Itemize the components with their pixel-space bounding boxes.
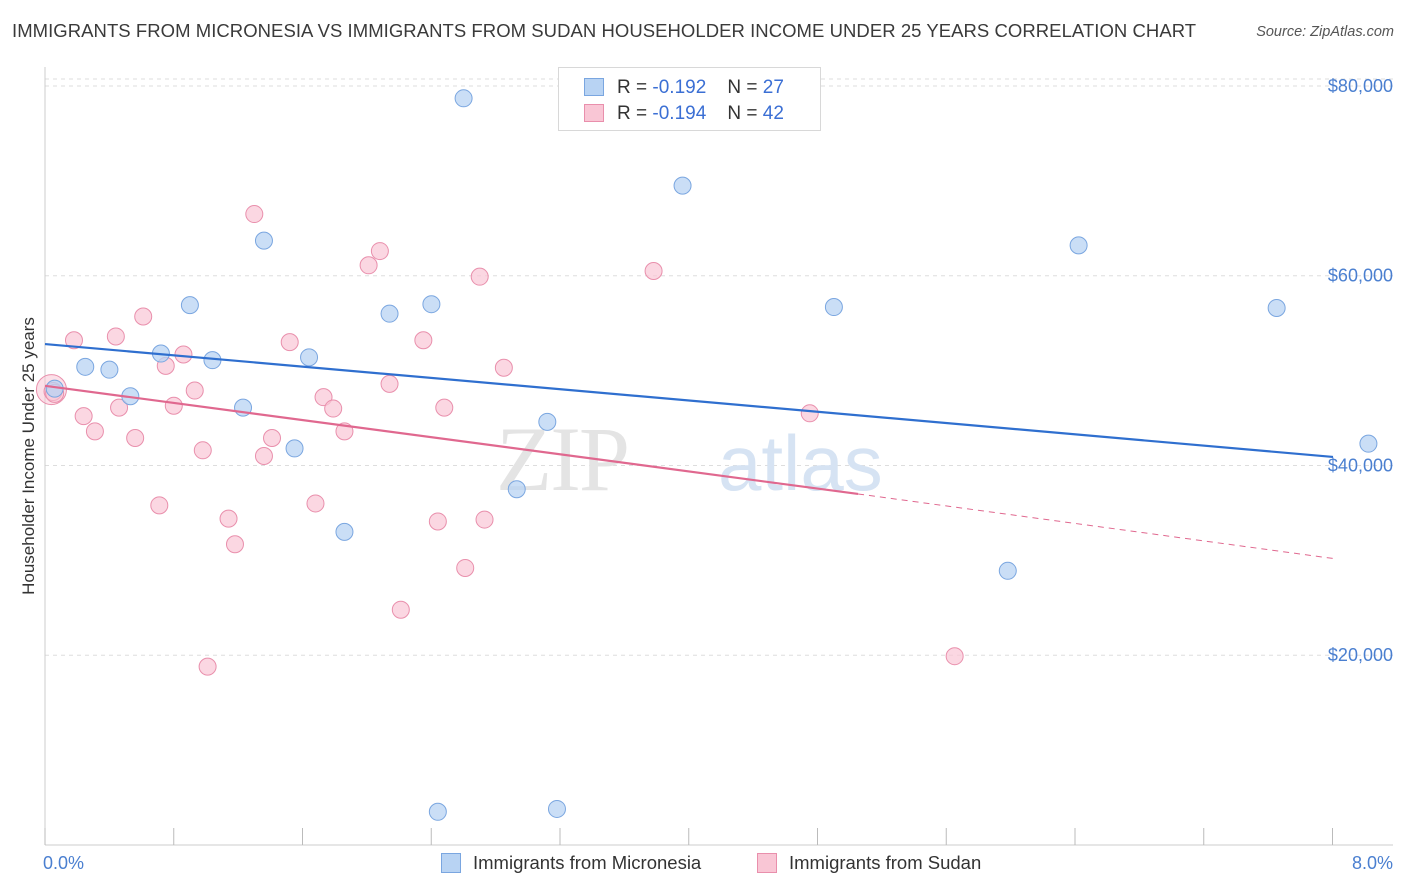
legend-swatch-micronesia bbox=[584, 78, 604, 96]
micronesia-point bbox=[1069, 236, 1088, 255]
micronesia-point bbox=[454, 89, 473, 108]
sudan-point bbox=[263, 428, 282, 447]
micronesia-point bbox=[428, 802, 447, 821]
sudan-point bbox=[185, 381, 204, 400]
micronesia-trendline bbox=[44, 342, 1334, 459]
sudan-point bbox=[164, 396, 183, 415]
trendlines bbox=[44, 342, 1334, 559]
sudan-point bbox=[475, 510, 494, 529]
sudan-point bbox=[150, 496, 169, 515]
legend-n-label: N = bbox=[727, 77, 758, 98]
sudan-point bbox=[198, 657, 217, 676]
micronesia-point bbox=[998, 561, 1017, 580]
sudan-point bbox=[280, 333, 299, 352]
sudan-point bbox=[644, 261, 663, 280]
sudan-point bbox=[435, 398, 454, 417]
sudan-point bbox=[494, 358, 513, 377]
y-tick-label: $60,000 bbox=[1328, 266, 1393, 286]
sudan-point bbox=[945, 647, 964, 666]
sudan-point bbox=[193, 441, 212, 460]
sudan-point bbox=[456, 558, 475, 577]
source-credit: Source: ZipAtlas.com bbox=[1256, 24, 1394, 40]
bottom-legend-label-micronesia: Immigrants from Micronesia bbox=[473, 852, 702, 873]
micronesia-point bbox=[100, 360, 119, 379]
legend-r-value-sudan: -0.194 bbox=[652, 103, 707, 124]
sudan-point bbox=[225, 535, 244, 554]
y-axis-title: Householder Income Under 25 years bbox=[19, 317, 38, 595]
micronesia-point bbox=[380, 304, 399, 323]
sudan-point bbox=[174, 345, 193, 364]
chart-title: IMMIGRANTS FROM MICRONESIA VS IMMIGRANTS… bbox=[12, 20, 1197, 41]
x-tick-label-min: 0.0% bbox=[43, 853, 84, 873]
sudan-point bbox=[74, 407, 93, 426]
sudan-trendline bbox=[44, 384, 859, 496]
legend-n-value-sudan: 42 bbox=[762, 103, 784, 124]
sudan-point bbox=[64, 331, 83, 350]
legend-n-value-micronesia: 27 bbox=[762, 77, 784, 98]
correlation-legend: R = -0.192 N = 27 R = -0.194 N = 42 bbox=[558, 67, 821, 131]
sudan-point bbox=[391, 600, 410, 619]
sudan-point bbox=[110, 398, 129, 417]
sudan-points bbox=[35, 78, 964, 676]
legend-r-label: R = bbox=[617, 77, 648, 98]
bottom-legend-swatch-sudan bbox=[757, 853, 777, 873]
sudan-point bbox=[254, 447, 273, 465]
x-tick-label-max: 8.0% bbox=[1352, 853, 1393, 873]
sudan-point bbox=[470, 267, 489, 286]
micronesia-point bbox=[76, 357, 95, 376]
micronesia-point bbox=[538, 412, 557, 431]
y-tick-label: $40,000 bbox=[1328, 455, 1393, 475]
axes bbox=[44, 67, 1393, 846]
legend-r-label: R = bbox=[617, 103, 648, 124]
sudan-point bbox=[126, 428, 145, 447]
micronesia-point bbox=[547, 799, 566, 818]
watermark-atlas: atlas bbox=[718, 419, 883, 507]
sudan-point bbox=[359, 256, 378, 275]
micronesia-point bbox=[673, 176, 692, 195]
micronesia-point bbox=[335, 522, 354, 541]
legend-n-label: N = bbox=[727, 103, 758, 124]
y-tick-label: $20,000 bbox=[1328, 645, 1393, 665]
sudan-point bbox=[800, 404, 819, 423]
sudan-point bbox=[414, 331, 433, 350]
micronesia-point bbox=[180, 296, 199, 315]
sudan-point bbox=[85, 422, 104, 441]
y-tick-label: $80,000 bbox=[1328, 76, 1393, 96]
sudan-point bbox=[380, 374, 399, 393]
tick-labels: $20,000 $40,000 $60,000 $80,000 0.0% 8.0% bbox=[43, 76, 1393, 873]
micronesia-point bbox=[1359, 434, 1378, 453]
sudan-point bbox=[134, 307, 153, 326]
zipatlas-watermark: ZIP atlas bbox=[496, 408, 883, 510]
sudan-point bbox=[106, 327, 125, 346]
micronesia-point bbox=[254, 231, 273, 250]
sudan-point bbox=[324, 399, 343, 418]
sudan-point bbox=[370, 242, 389, 261]
micronesia-point bbox=[507, 480, 526, 499]
sudan-point bbox=[219, 509, 238, 528]
sudan-point bbox=[428, 512, 447, 531]
legend-r-value-micronesia: -0.192 bbox=[652, 77, 707, 98]
micronesia-point bbox=[285, 439, 304, 458]
micronesia-point bbox=[422, 295, 441, 314]
micronesia-point bbox=[300, 348, 319, 367]
gridlines bbox=[45, 78, 1393, 656]
micronesia-point bbox=[1267, 298, 1286, 317]
bottom-legend-swatch-micronesia bbox=[441, 853, 461, 873]
sudan-point bbox=[245, 205, 264, 224]
legend-swatch-sudan bbox=[584, 104, 604, 122]
micronesia-point bbox=[824, 298, 843, 317]
sudan-point bbox=[306, 494, 325, 513]
sudan-trendline-extension bbox=[857, 493, 1334, 559]
bottom-legend-label-sudan: Immigrants from Sudan bbox=[789, 852, 982, 873]
